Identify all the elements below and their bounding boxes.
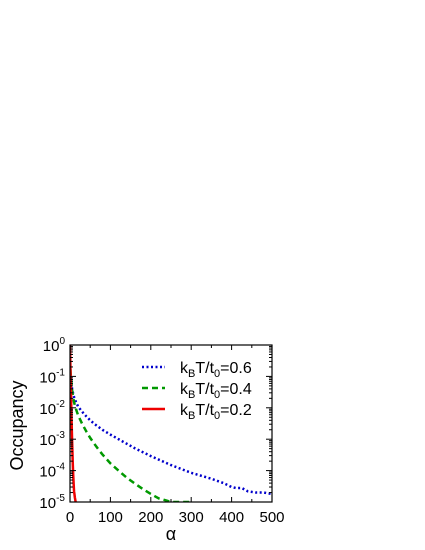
- y-axis-label: Occupancy: [7, 380, 27, 470]
- y-tick-base: 10: [43, 338, 60, 355]
- y-tick-label: 10-5: [39, 493, 65, 512]
- y-tick-base: 10: [39, 464, 56, 481]
- y-tick-exponent: -5: [56, 493, 65, 504]
- legend-sub2: 0: [214, 368, 220, 380]
- y-tick-label: 10-2: [39, 399, 65, 418]
- legend-pre: k: [180, 381, 189, 398]
- legend-sub1: B: [188, 368, 195, 380]
- y-tick-base: 10: [39, 369, 56, 386]
- y-tick-exponent: 0: [59, 336, 65, 347]
- y-tick-label: 10-1: [39, 367, 65, 386]
- x-tick-label: 0: [66, 509, 74, 526]
- x-tick-label: 100: [98, 509, 123, 526]
- legend-post: =0.4: [220, 381, 252, 398]
- legend-mid: T/t: [195, 381, 214, 398]
- legend-label-3: kBT/t0=0.2: [180, 402, 252, 422]
- legend-sub2: 0: [214, 410, 220, 422]
- y-tick-base: 10: [39, 495, 56, 512]
- y-tick-exponent: -4: [56, 462, 65, 473]
- series-line-3: [70, 345, 77, 502]
- legend-pre: k: [180, 402, 189, 419]
- legend-mid: T/t: [195, 402, 214, 419]
- x-axis-label: α: [166, 524, 176, 544]
- legend-mid: T/t: [195, 360, 214, 377]
- x-tick-label: 200: [138, 509, 163, 526]
- legend-sub2: 0: [214, 389, 220, 401]
- y-tick-label: 10-3: [39, 430, 65, 449]
- y-tick-base: 10: [39, 401, 56, 418]
- x-tick-label: 500: [259, 509, 284, 526]
- legend-post: =0.6: [220, 360, 252, 377]
- legend-sub1: B: [188, 389, 195, 401]
- legend-label-2: kBT/t0=0.4: [180, 381, 252, 401]
- y-tick-exponent: -3: [56, 430, 65, 441]
- legend-pre: k: [180, 360, 189, 377]
- x-tick-label: 400: [219, 509, 244, 526]
- x-tick-label: 300: [179, 509, 204, 526]
- legend-sub1: B: [188, 410, 195, 422]
- y-tick-exponent: -1: [56, 367, 65, 378]
- y-tick-label: 100: [43, 336, 66, 355]
- series-line-2: [70, 369, 192, 502]
- y-tick-exponent: -2: [56, 399, 65, 410]
- legend-label-1: kBT/t0=0.6: [180, 360, 252, 380]
- legend-post: =0.2: [220, 402, 252, 419]
- y-tick-base: 10: [39, 432, 56, 449]
- y-tick-label: 10-4: [39, 462, 65, 481]
